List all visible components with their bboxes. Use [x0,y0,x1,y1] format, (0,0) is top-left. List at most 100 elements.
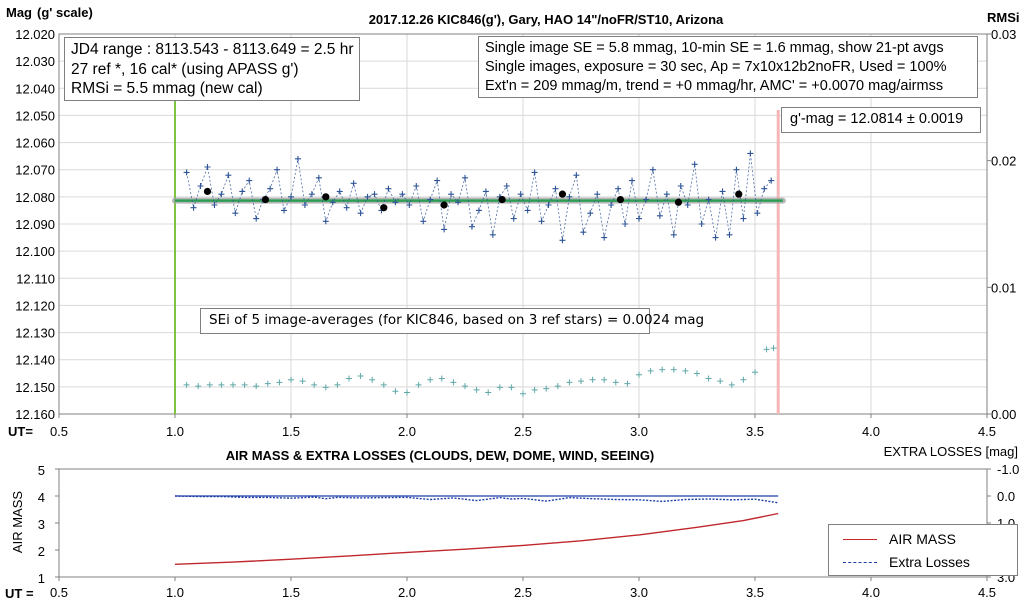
mag-point [455,199,462,206]
y-tick-label: 12.040 [15,81,55,96]
y-tick-label: 12.070 [15,163,55,178]
mag-point [559,237,566,244]
mag-point [441,226,448,233]
chart-title: 2017.12.26 KIC846(g'), Gary, HAO 14"/noF… [369,12,724,27]
info-left-line: RMSi = 5.5 mmag (new cal) [71,80,263,97]
rmsi-point [566,379,573,386]
legend-item-airmass: AIR MASS [829,529,956,549]
mag-point [392,199,399,206]
x-tick-label: 2.0 [398,424,416,439]
mag-point [733,166,740,173]
rmsi-point [740,376,747,383]
rmsi-point [752,369,758,376]
y-tick-label: 12.050 [15,108,55,123]
mag-point [684,202,691,208]
mag-point [552,185,559,192]
mag-point [754,210,761,217]
rmsi-point [728,381,735,388]
mag-point [594,191,601,198]
mag-point [663,191,670,198]
y-tick-label-bottom: 5 [38,463,45,478]
rmsi-point [601,376,608,383]
legend-label-extra-losses: Extra Losses [889,554,970,570]
mag-point [281,207,288,214]
rmsi-point [415,381,422,388]
mag-point [719,188,726,195]
mag-point [420,218,427,225]
info-right-line: Ext'n = 209 mmag/m, trend = +0 mmag/hr, … [485,78,944,94]
rmsi-point [392,388,399,395]
rmsi-point [462,383,468,390]
mag-point [649,166,656,173]
mag-point [712,234,719,241]
mag-point [677,183,684,189]
mag-point [357,210,364,217]
rmsi-point [485,389,492,396]
chart-legend: AIR MASS Extra Losses [828,524,1018,576]
mag-point [615,185,622,192]
x-tick-label: 4.0 [862,424,880,439]
mag-point [329,199,336,206]
y-tick-label: 12.150 [15,380,55,395]
x-tick-label-bottom: 0.5 [50,585,68,600]
y2-tick-label-bottom: -1.0 [997,462,1019,477]
rmsi-point [264,380,271,387]
mag-point [211,202,218,208]
y-tick-label: 12.060 [15,136,55,151]
rmsi-point [589,376,596,383]
legend-swatch-extra-losses [843,561,877,563]
x-tick-label: 4.5 [978,424,996,439]
mag-point [510,215,517,222]
y-axis-label-sub: (g' scale) [37,5,93,20]
mag-point [587,210,594,217]
top-plot-frame [58,33,988,415]
mag-point [183,169,190,176]
y-tick-label-bottom: 4 [38,490,45,505]
y-tick-label: 12.160 [15,407,55,422]
rmsi-point [612,379,619,386]
mag-point [462,174,468,181]
mag-point [253,215,260,222]
avg-point [380,204,388,212]
mag-point [768,177,775,184]
mag-point [705,196,712,203]
mag-point [434,177,441,184]
mag-point [517,191,524,198]
mag-point [274,166,281,173]
mag-point [698,221,705,227]
y-tick-label-bottom: 1 [38,571,45,586]
mag-point [468,223,475,230]
mag-point [322,218,329,225]
x-tick-label-bottom: 1.5 [282,585,300,600]
mag-point [740,215,747,222]
gmag-result-text: g'-mag = 12.0814 ± 0.0019 [790,111,964,127]
mag-point [642,196,649,203]
rmsi-point [206,381,213,388]
x-axis-label-bottom: UT = [5,586,34,601]
mag-point [294,155,301,162]
x-tick-label: 1.0 [166,424,184,439]
rmsi-point [299,378,306,385]
rmsi-point [450,379,457,386]
rmsi-point [311,381,318,388]
mag-point [267,185,274,192]
avg-point [203,187,212,196]
rmsi-point [276,379,283,386]
mag-point [427,196,434,203]
x-tick-label-bottom: 2.0 [398,585,416,600]
rmsi-point [195,383,202,390]
rmsi-point [346,375,352,382]
mag-point [670,231,677,238]
airmass-line [174,512,779,565]
mag-point [629,177,636,184]
observation-info-box: JD4 range : 8113.543 - 8113.649 = 2.5 hr… [64,37,360,101]
rmsi-point [357,373,364,379]
y2-tick-label-bottom: 0.0 [997,489,1015,504]
mag-point [225,172,232,179]
y-tick-label: 12.110 [16,271,55,286]
mag-point [656,212,663,219]
rmsi-point [322,384,329,391]
rmsi-point [380,381,387,388]
avg-point [261,195,270,204]
legend-label-airmass: AIR MASS [889,531,956,547]
